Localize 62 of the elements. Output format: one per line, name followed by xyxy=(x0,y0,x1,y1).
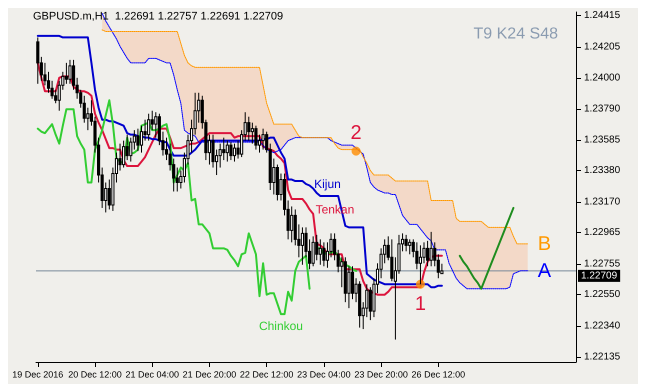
candlestick xyxy=(247,116,250,142)
candlestick xyxy=(126,134,129,161)
x-tick-label: 26 Dec 12:00 xyxy=(412,370,466,380)
candlestick xyxy=(426,240,430,267)
candlestick xyxy=(150,110,154,131)
candlestick xyxy=(229,142,232,161)
candlestick xyxy=(144,119,147,142)
series-label: A xyxy=(538,260,552,282)
candlestick xyxy=(318,238,322,266)
candlestick xyxy=(154,112,158,138)
candlestick xyxy=(350,266,354,300)
x-tick-label: 23 Dec 04:00 xyxy=(297,370,351,380)
candlestick xyxy=(418,244,422,285)
y-tick-label: 1.23170 xyxy=(584,196,621,208)
candlestick xyxy=(430,231,433,267)
candlestick xyxy=(368,286,372,321)
candlestick xyxy=(64,62,68,84)
candlestick xyxy=(290,206,294,243)
series-label: B xyxy=(538,232,552,255)
candlestick xyxy=(322,242,326,267)
candlestick xyxy=(222,137,226,161)
candlestick xyxy=(312,236,315,267)
candlestick xyxy=(36,36,40,84)
candlestick xyxy=(347,266,350,309)
y-tick-label: 1.23380 xyxy=(584,165,621,176)
x-tick-label: 21 Dec 04:00 xyxy=(125,370,179,380)
annotation: 1 xyxy=(414,293,426,316)
y-tick-label: 1.22135 xyxy=(584,351,621,362)
y-tick-label: 1.24415 xyxy=(584,10,621,22)
y-tick-label: 1.22550 xyxy=(584,289,621,300)
candlestick xyxy=(226,140,229,162)
y-tick-label: 1.23790 xyxy=(584,104,621,115)
series-label: Kijun xyxy=(314,176,341,191)
x-tick-label: 22 Dec 12:00 xyxy=(240,370,294,380)
y-tick-label: 1.22965 xyxy=(584,227,621,238)
line-series xyxy=(458,206,514,290)
x-tick-label: 23 Dec 20:00 xyxy=(354,370,408,380)
x-tick-label: 19 Dec 2016 xyxy=(12,370,64,380)
line-series xyxy=(102,29,528,244)
series-label: Chinkou xyxy=(258,319,303,334)
candlestick xyxy=(250,122,254,144)
candlestick xyxy=(136,128,140,152)
y-tick-label: 1.24205 xyxy=(584,42,621,53)
annotation: 2 xyxy=(350,122,362,144)
y-tick-label: 1.22340 xyxy=(584,320,621,332)
candlestick xyxy=(408,238,412,255)
candlestick xyxy=(315,234,318,261)
candlestick xyxy=(404,234,408,252)
candlestick xyxy=(118,143,122,172)
candlestick xyxy=(262,128,265,150)
annotation: T9 K24 S48 xyxy=(474,26,558,42)
candlestick xyxy=(300,226,304,266)
x-tick-label: 21 Dec 20:00 xyxy=(182,370,236,380)
x-tick-label: 20 Dec 12:00 xyxy=(68,370,122,380)
candlestick xyxy=(147,113,150,142)
candlestick xyxy=(232,143,236,162)
y-tick-label: 1.23585 xyxy=(584,134,621,146)
y-tick-label: 1.22755 xyxy=(584,258,621,270)
candlestick xyxy=(68,59,72,84)
y-tick-label: 1.24000 xyxy=(584,72,621,84)
ref-line-label: 1.22709 xyxy=(581,270,618,282)
candlestick xyxy=(254,125,258,150)
